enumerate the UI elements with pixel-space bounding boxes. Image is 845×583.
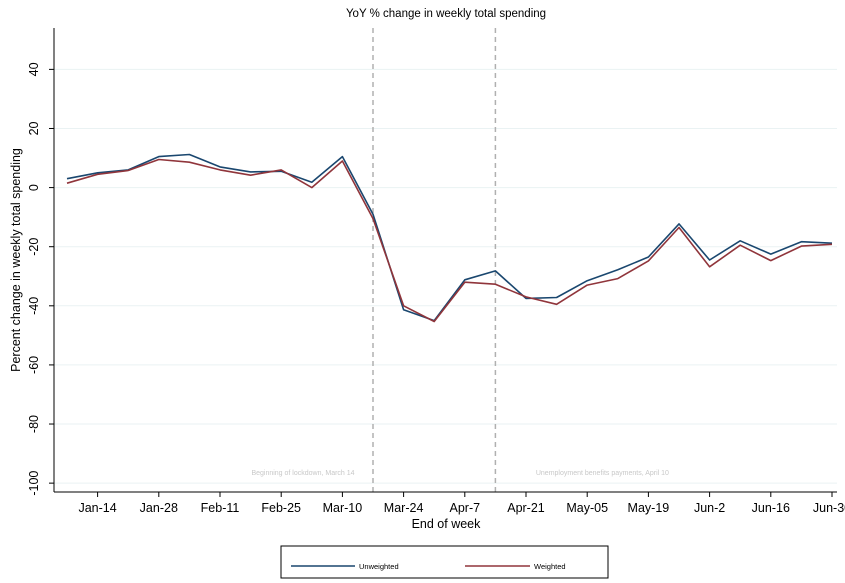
x-tick-label: Mar-24 <box>384 501 424 515</box>
y-tick-label: 40 <box>27 62 41 76</box>
legend-box <box>280 545 609 579</box>
x-tick-label: Feb-25 <box>261 501 301 515</box>
x-tick-label: Jan-28 <box>140 501 178 515</box>
reference-line-annotation: Unemployment benefits payments, April 10 <box>536 470 669 477</box>
x-tick-label: Feb-11 <box>201 501 240 515</box>
y-tick-label: 0 <box>27 184 41 191</box>
x-tick-label: Apr-7 <box>450 501 481 515</box>
reference-line-annotation: Beginning of lockdown, March 14 <box>251 470 354 477</box>
legend-label-weighted: Weighted <box>534 562 566 571</box>
y-tick-label: -40 <box>27 297 41 315</box>
x-tick-label: May-19 <box>628 501 670 515</box>
x-tick-label: Jun-30 <box>813 501 845 515</box>
x-tick-label: Mar-10 <box>323 501 363 515</box>
y-tick-label: -60 <box>27 356 41 374</box>
x-tick-label: May-05 <box>566 501 608 515</box>
legend-label-unweighted: Unweighted <box>359 562 399 571</box>
x-tick-label: Jun-2 <box>694 501 725 515</box>
series-line-unweighted <box>66 153 833 322</box>
x-tick-label: Apr-21 <box>507 501 545 515</box>
x-tick-label: Jan-14 <box>78 501 116 515</box>
chart-title: YoY % change in weekly total spending <box>346 8 546 20</box>
x-tick-label: Jun-16 <box>752 501 790 515</box>
y-tick-label: -20 <box>27 238 41 256</box>
y-tick-label: -100 <box>27 471 41 496</box>
plot-area: Beginning of lockdown, March 14 Unemploym… <box>27 28 845 515</box>
y-tick-label: -80 <box>27 415 41 433</box>
y-tick-label: 20 <box>27 121 41 135</box>
x-axis-title: End of week <box>412 517 482 531</box>
series-line-weighted <box>66 158 833 323</box>
y-axis-title: Percent change in weekly total spending <box>9 148 23 372</box>
legend: Unweighted Weighted <box>280 545 609 579</box>
